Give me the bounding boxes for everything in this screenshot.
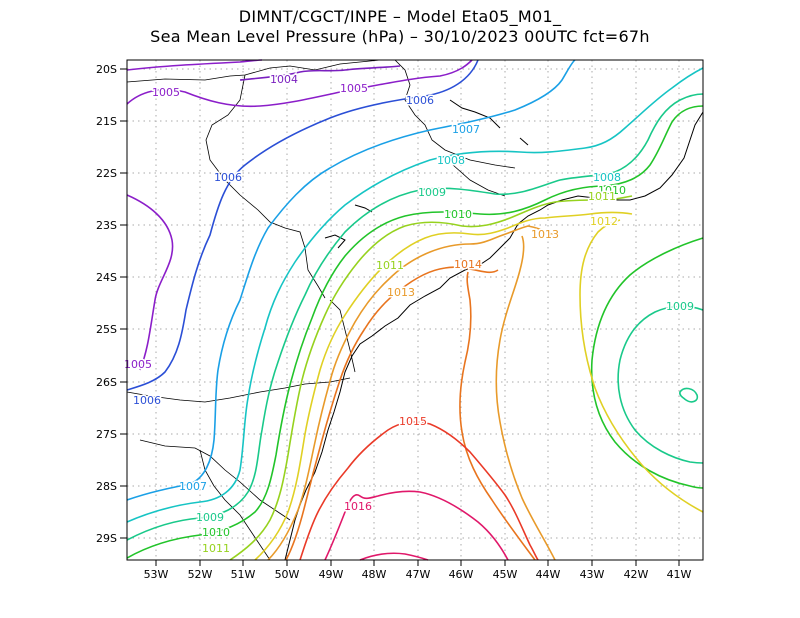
- isobar-label: 1005: [124, 358, 152, 371]
- isobar-1013: [495, 235, 556, 561]
- isobar-1006: [126, 59, 479, 391]
- isobar-label: 1010: [444, 208, 472, 221]
- isobar-label: 1012: [590, 215, 618, 228]
- isobar-label: 1015: [399, 415, 427, 428]
- lon-label: 49W: [319, 568, 344, 581]
- isobar-1005: [126, 59, 473, 108]
- isobar-1014: [285, 266, 499, 561]
- map-title-line2: Sea Mean Level Pressure (hPa) – 30/10/20…: [150, 27, 650, 46]
- isobar-1009: [617, 305, 704, 464]
- isobar-label: 1006: [214, 171, 242, 184]
- graticule: [127, 60, 703, 560]
- isobar-label: 1010: [202, 526, 230, 539]
- isobar-label: 1009: [666, 300, 694, 313]
- lat-label: 29S: [96, 532, 117, 545]
- isobar-label: 1006: [133, 394, 161, 407]
- lat-label: 23S: [96, 219, 117, 232]
- isobar-1009: [679, 387, 699, 403]
- isobar-label: 1011: [376, 259, 404, 272]
- axis-ticks: [120, 68, 680, 566]
- isobar-1011: [229, 195, 633, 561]
- isobar-label: 1005: [152, 86, 180, 99]
- isobar-1008: [126, 67, 704, 523]
- isobar-1007: [126, 59, 576, 501]
- isobar-1004: [239, 65, 401, 81]
- isobar-1012: [254, 211, 633, 561]
- isobar-1009: [126, 93, 704, 541]
- isobar-label: 1005: [340, 82, 368, 95]
- lon-label: 44W: [536, 568, 561, 581]
- isobar-label: 1013: [531, 228, 559, 241]
- lat-label: 26S: [96, 376, 117, 389]
- map-area: [127, 60, 703, 560]
- isobar-label: 1006: [406, 94, 434, 107]
- isobar-label: 1011: [588, 190, 616, 203]
- lon-label: 48W: [362, 568, 387, 581]
- lon-label: 42W: [624, 568, 649, 581]
- lat-label: 25S: [96, 323, 117, 336]
- lon-label: 43W: [580, 568, 605, 581]
- isobar-1005: [126, 194, 174, 371]
- isobar-label: 1016: [344, 500, 372, 513]
- isobar-label: 1007: [452, 123, 480, 136]
- latitude-labels: 20S 21S 22S 23S 24S 25S 26S 27S 28S 29S: [96, 63, 117, 545]
- isobar-label: 1011: [202, 542, 230, 555]
- isobar-label: 1013: [387, 286, 415, 299]
- isobar-1016: [324, 490, 509, 561]
- lon-label: 41W: [667, 568, 692, 581]
- isobar-1014: [459, 271, 536, 561]
- isobar-label: 1007: [179, 480, 207, 493]
- isobar-label: 1014: [454, 258, 482, 271]
- coastline: [284, 99, 704, 561]
- isobar-label: 1009: [418, 186, 446, 199]
- isobar-1015: [299, 421, 539, 561]
- lon-label: 53W: [144, 568, 169, 581]
- longitude-labels: 53W 52W 51W 50W 49W 48W 47W 46W 45W 44W …: [144, 568, 692, 581]
- lon-label: 45W: [493, 568, 518, 581]
- lat-label: 27S: [96, 428, 117, 441]
- lat-label: 28S: [96, 480, 117, 493]
- isobar-label-layer: 1004 1005 1005 1005 1006 1006 1006 1007 1007 1008…: [123, 72, 696, 557]
- lon-label: 52W: [188, 568, 213, 581]
- isobar-1012: [579, 219, 704, 513]
- lon-label: 51W: [231, 568, 256, 581]
- map-title-line1: DIMNT/CGCT/INPE – Model Eta05_M01_: [238, 7, 562, 26]
- lat-label: 24S: [96, 271, 117, 284]
- isobar-1010: [126, 105, 704, 559]
- isobar-label: 1008: [437, 154, 465, 167]
- isobar-layer: [126, 59, 704, 561]
- lat-label: 20S: [96, 63, 117, 76]
- isobar-label: 1010: [598, 184, 626, 197]
- isobar-label: 1008: [593, 171, 621, 184]
- lon-label: 50W: [275, 568, 300, 581]
- lon-label: 46W: [449, 568, 474, 581]
- lon-label: 47W: [406, 568, 431, 581]
- isobar-1013: [267, 225, 556, 561]
- map-frame: [126, 59, 704, 561]
- isobar-1016: [359, 552, 429, 561]
- lat-label: 22S: [96, 167, 117, 180]
- isobar-1010: [590, 237, 704, 489]
- isobar-label: 1009: [196, 511, 224, 524]
- lat-label: 21S: [96, 115, 117, 128]
- isobar-label: 1004: [270, 73, 298, 86]
